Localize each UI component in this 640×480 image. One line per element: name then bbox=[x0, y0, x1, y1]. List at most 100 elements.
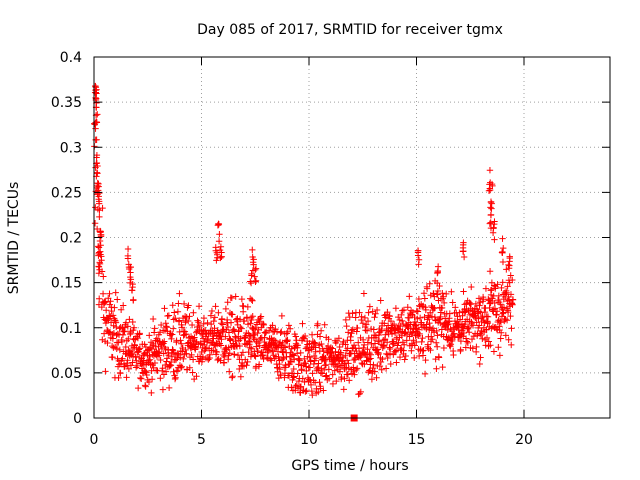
data-point bbox=[237, 324, 244, 331]
data-point bbox=[95, 249, 103, 256]
data-point bbox=[236, 316, 244, 323]
data-point bbox=[423, 285, 431, 292]
data-point bbox=[205, 356, 212, 363]
data-point bbox=[301, 378, 308, 386]
data-point bbox=[93, 169, 101, 176]
data-point bbox=[485, 187, 493, 194]
data-point bbox=[247, 279, 255, 287]
data-point bbox=[408, 347, 415, 354]
data-point bbox=[216, 231, 223, 238]
data-point bbox=[259, 348, 267, 356]
data-point bbox=[509, 296, 517, 304]
data-point bbox=[283, 330, 290, 337]
data-point bbox=[473, 343, 480, 351]
data-point bbox=[465, 328, 473, 336]
data-point bbox=[365, 356, 373, 363]
data-point bbox=[307, 381, 315, 389]
data-point bbox=[350, 341, 358, 349]
data-point bbox=[227, 319, 235, 326]
data-point bbox=[99, 290, 107, 298]
data-point bbox=[178, 324, 186, 331]
data-point bbox=[119, 302, 127, 309]
data-point bbox=[318, 370, 326, 377]
data-point bbox=[383, 339, 391, 346]
data-point bbox=[95, 270, 103, 277]
data-point bbox=[250, 331, 258, 338]
data-point bbox=[480, 316, 487, 324]
data-point bbox=[225, 329, 233, 336]
data-point bbox=[119, 355, 126, 362]
data-point bbox=[357, 388, 365, 396]
data-point bbox=[92, 136, 99, 144]
data-point bbox=[414, 308, 422, 315]
data-point bbox=[394, 342, 401, 349]
data-point bbox=[496, 326, 503, 334]
data-point bbox=[314, 320, 321, 328]
data-point bbox=[460, 288, 467, 295]
data-point bbox=[416, 314, 424, 322]
data-point bbox=[248, 316, 255, 324]
data-point bbox=[296, 357, 303, 364]
data-point bbox=[163, 324, 170, 331]
data-point bbox=[241, 334, 249, 341]
data-point bbox=[194, 317, 201, 324]
data-point bbox=[487, 342, 494, 349]
data-point bbox=[321, 357, 328, 365]
data-point bbox=[461, 301, 468, 308]
data-point bbox=[408, 330, 415, 338]
data-point bbox=[317, 369, 325, 377]
y-axis-tick-labels: 0 0.05 0.1 0.15 0.2 0.25 0.3 0.35 0.4 bbox=[51, 50, 82, 427]
y-tick-label: 0.4 bbox=[60, 50, 82, 66]
data-point bbox=[320, 366, 328, 374]
data-point bbox=[189, 369, 196, 376]
data-point bbox=[198, 348, 205, 356]
data-point bbox=[505, 336, 512, 343]
data-point bbox=[415, 256, 423, 263]
data-point bbox=[359, 320, 367, 327]
data-point bbox=[355, 339, 362, 346]
data-point bbox=[419, 352, 427, 359]
data-point bbox=[414, 247, 422, 254]
data-point bbox=[487, 204, 494, 211]
data-point bbox=[443, 290, 450, 298]
data-point bbox=[239, 308, 247, 315]
data-point bbox=[247, 320, 254, 327]
data-point bbox=[219, 327, 226, 334]
data-point bbox=[377, 297, 384, 304]
data-point bbox=[503, 317, 511, 324]
data-point bbox=[198, 356, 206, 363]
data-point bbox=[430, 290, 437, 297]
data-point bbox=[222, 333, 229, 340]
data-point bbox=[348, 327, 355, 334]
data-point bbox=[220, 359, 228, 367]
data-point bbox=[95, 183, 102, 190]
data-point bbox=[214, 222, 222, 229]
data-point bbox=[340, 386, 347, 393]
data-point bbox=[124, 357, 131, 364]
data-point bbox=[488, 205, 495, 212]
data-point bbox=[177, 354, 184, 361]
data-point bbox=[217, 243, 225, 250]
data-point bbox=[437, 309, 444, 316]
data-point bbox=[167, 330, 174, 337]
data-point bbox=[440, 293, 447, 300]
data-point bbox=[98, 257, 105, 264]
data-point bbox=[349, 326, 357, 333]
data-point bbox=[413, 307, 421, 315]
data-point bbox=[229, 373, 236, 380]
data-point bbox=[422, 304, 429, 311]
data-point bbox=[251, 266, 259, 274]
data-point bbox=[287, 358, 295, 366]
data-point bbox=[183, 350, 190, 357]
data-point bbox=[329, 345, 336, 352]
data-point bbox=[196, 322, 204, 330]
data-point bbox=[117, 370, 124, 377]
data-point bbox=[134, 384, 142, 392]
data-point bbox=[294, 342, 302, 349]
data-point bbox=[107, 313, 114, 320]
data-point bbox=[386, 313, 393, 320]
data-point bbox=[249, 259, 257, 266]
data-point bbox=[96, 237, 104, 245]
data-point bbox=[102, 307, 110, 314]
data-point bbox=[466, 299, 473, 306]
